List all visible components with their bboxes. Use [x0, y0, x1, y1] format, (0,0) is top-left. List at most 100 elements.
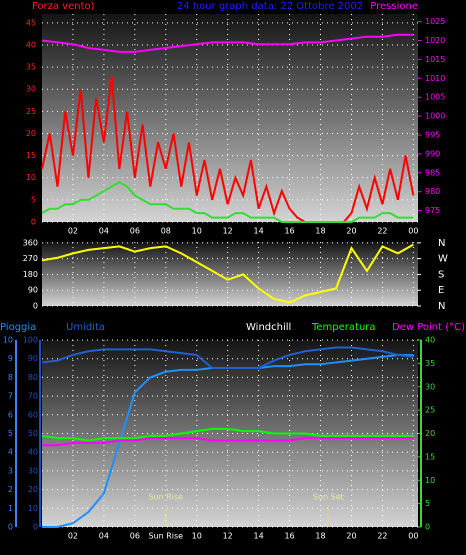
- y2-tick-label: 1010: [425, 74, 445, 83]
- y3-tick-label: 9: [8, 354, 13, 363]
- y2-tick-label: 995: [425, 131, 440, 140]
- y2-tick-label: 1005: [425, 93, 445, 102]
- annotation: Sun Set: [313, 493, 344, 502]
- y-tick-label: 35: [26, 63, 36, 72]
- y-tick-label: 20: [28, 485, 38, 494]
- x-tick-label: 14: [254, 532, 264, 541]
- y3-tick-label: 3: [8, 466, 13, 475]
- y2-tick-label: 15: [425, 452, 435, 461]
- wind-label: Forza vento): [32, 1, 95, 12]
- x-tick-label: Sun Rise: [148, 532, 183, 541]
- y2-tick-label: 980: [425, 187, 440, 196]
- y-tick-label: 50: [28, 429, 38, 438]
- y-tick-label: 90: [28, 286, 38, 295]
- y2-tick-label: 990: [425, 149, 440, 158]
- x-tick-label: 12: [223, 532, 233, 541]
- annotation: Sun Rise: [148, 493, 183, 502]
- x-tick-label: 00: [408, 227, 418, 236]
- x-tick-label: 18: [315, 532, 325, 541]
- legend-entry: Dew Point (°C): [392, 322, 465, 333]
- series-line: [41, 75, 415, 223]
- x-tick-label: 00: [408, 532, 418, 541]
- y2-tick-label: 975: [425, 206, 440, 215]
- x-tick-label: 10: [192, 532, 202, 541]
- compass-label: N: [438, 301, 445, 312]
- series-line: [41, 346, 414, 370]
- compass-label: E: [438, 285, 444, 296]
- y-tick-label: 90: [28, 354, 38, 363]
- x-tick-label: 12: [223, 227, 233, 236]
- compass-label: W: [438, 254, 448, 265]
- compass-label: S: [438, 269, 444, 280]
- x-tick-label: 22: [377, 532, 387, 541]
- y2-tick-label: 25: [425, 406, 435, 415]
- series-line: [41, 427, 414, 442]
- x-tick-label: 10: [192, 227, 202, 236]
- x-tick-label: 16: [284, 227, 294, 236]
- y-tick-label: 45: [26, 18, 36, 27]
- y2-tick-label: 20: [425, 429, 435, 438]
- y2-tick-label: 1015: [425, 55, 445, 64]
- y-tick-label: 10: [26, 173, 36, 182]
- y2-tick-label: 40: [425, 336, 435, 345]
- y-tick-label: 40: [28, 448, 38, 457]
- x-tick-label: 04: [99, 227, 109, 236]
- y-tick-label: 30: [28, 466, 38, 475]
- x-tick-label: 18: [315, 227, 325, 236]
- y-tick-label: 0: [33, 302, 38, 311]
- y-tick-label: 20: [26, 129, 36, 138]
- y-tick-label: 100: [23, 336, 38, 345]
- y-tick-label: 5: [31, 195, 36, 204]
- series-line: [41, 243, 414, 304]
- y-tick-label: 10: [28, 504, 38, 513]
- y3-tick-label: 0: [8, 523, 13, 532]
- x-tick-label: 20: [346, 227, 356, 236]
- y3-tick-label: 8: [8, 373, 13, 382]
- x-tick-label: 06: [130, 532, 140, 541]
- y-tick-label: 60: [28, 410, 38, 419]
- series-line: [41, 33, 414, 53]
- y-tick-label: 80: [28, 373, 38, 382]
- compass-label: N: [438, 238, 445, 249]
- y3-tick-label: 4: [8, 448, 13, 457]
- y3-tick-label: 5: [8, 429, 13, 438]
- series-line: [41, 181, 414, 223]
- series-line: [42, 437, 414, 447]
- y-tick-label: 180: [23, 270, 38, 279]
- y3-tick-label: 2: [8, 485, 13, 494]
- x-tick-label: 02: [68, 532, 78, 541]
- plot-area: [42, 14, 418, 222]
- legend-entry: Temperatura: [311, 322, 376, 333]
- y2-tick-label: 35: [425, 359, 435, 368]
- y3-tick-label: 6: [8, 410, 13, 419]
- y-tick-label: 25: [26, 107, 36, 116]
- y2-tick-label: 1000: [425, 112, 445, 121]
- plot-area: [42, 242, 418, 306]
- y3-tick-label: 1: [8, 504, 13, 513]
- x-tick-label: 16: [284, 532, 294, 541]
- pressure-label: Pressione: [370, 1, 418, 12]
- x-tick-label: 14: [254, 227, 264, 236]
- y2-tick-label: 10: [425, 476, 435, 485]
- y3-tick-label: 10: [3, 336, 13, 345]
- y-tick-label: 0: [31, 218, 36, 227]
- x-tick-label: 02: [68, 227, 78, 236]
- legend-entry: Windchill: [246, 322, 291, 333]
- y-tick-label: 15: [26, 151, 36, 160]
- plot-area: [42, 340, 418, 527]
- y-tick-label: 70: [28, 392, 38, 401]
- y2-tick-label: 0: [425, 523, 430, 532]
- y-tick-label: 30: [26, 85, 36, 94]
- y-tick-label: 0: [33, 523, 38, 532]
- x-tick-label: 08: [161, 227, 171, 236]
- x-tick-label: 20: [346, 532, 356, 541]
- y-tick-label: 270: [23, 254, 38, 263]
- y3-tick-label: 7: [8, 392, 13, 401]
- y-tick-label: 40: [26, 40, 36, 49]
- y2-tick-label: 1020: [425, 36, 445, 45]
- x-tick-label: 04: [99, 532, 109, 541]
- y2-tick-label: 985: [425, 168, 440, 177]
- y2-tick-label: 30: [425, 382, 435, 391]
- chart-title: 24 hour graph data: 22 Ottobre 2002: [177, 1, 363, 12]
